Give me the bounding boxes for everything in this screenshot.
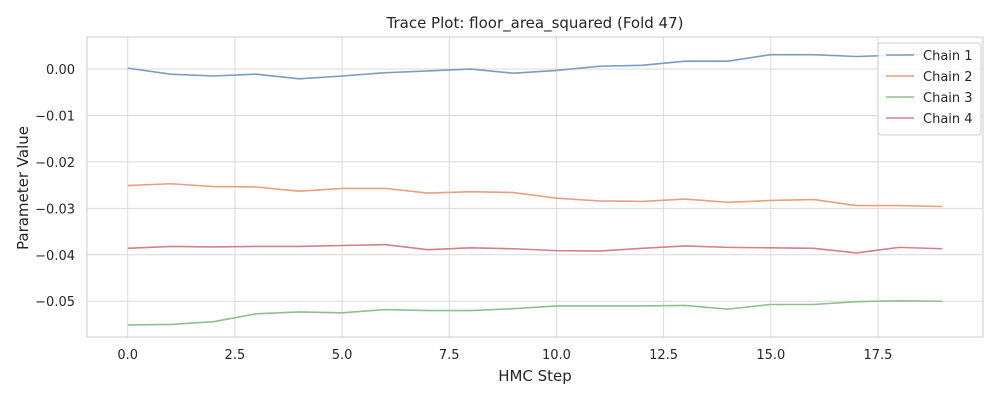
x-axis-label: HMC Step <box>498 367 572 385</box>
y-axis-label: Parameter Value <box>14 126 32 250</box>
series-lines <box>127 53 943 326</box>
x-tick-label: 7.5 <box>439 348 460 363</box>
series-line-chain-3 <box>127 299 943 326</box>
legend-label-chain-3: Chain 3 <box>923 91 973 106</box>
y-tick-label: −0.01 <box>35 109 75 124</box>
legend-box <box>877 42 982 136</box>
legend-label-chain-4: Chain 4 <box>923 112 973 127</box>
x-tick-label: 5.0 <box>332 348 353 363</box>
y-tick-label: 0.00 <box>46 63 75 78</box>
y-tick-label: −0.02 <box>35 156 75 171</box>
tick-labels: 0.0 2.5 5.0 7.5 10.0 12.5 15.0 17.5 0.00 −0.01 −0.… <box>35 63 892 363</box>
x-tick-label: 17.5 <box>863 348 892 363</box>
x-tick-label: 2.5 <box>225 348 246 363</box>
series-line-chain-2 <box>127 182 943 208</box>
x-tick-label: 0.0 <box>117 348 138 363</box>
x-tick-label: 12.5 <box>649 348 678 363</box>
y-tick-label: −0.05 <box>35 295 75 310</box>
legend-label-chain-2: Chain 2 <box>923 70 973 85</box>
series-line-chain-4 <box>127 243 943 254</box>
legend-label-chain-1: Chain 1 <box>923 49 973 64</box>
plot-frame <box>86 36 984 338</box>
x-tick-label: 10.0 <box>542 348 571 363</box>
chart-title: Trace Plot: floor_area_squared (Fold 47) <box>386 14 684 33</box>
x-tick-label: 15.0 <box>756 348 785 363</box>
series-line-chain-1 <box>127 53 943 80</box>
legend: Chain 1 Chain 2 Chain 3 Chain 4 <box>877 42 982 136</box>
y-tick-label: −0.03 <box>35 202 75 217</box>
grid-lines <box>87 37 983 337</box>
y-tick-label: −0.04 <box>35 249 75 264</box>
